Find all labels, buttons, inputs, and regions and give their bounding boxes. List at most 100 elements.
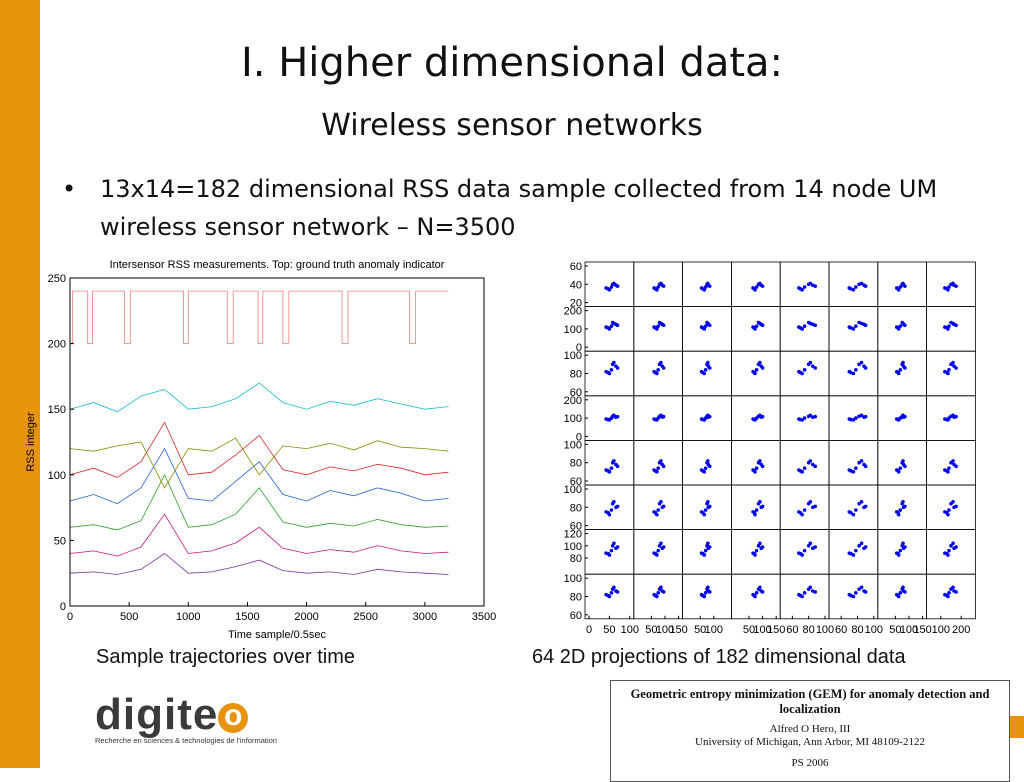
scatter-point xyxy=(951,500,955,504)
scatter-point xyxy=(661,366,666,370)
scatter-point xyxy=(851,512,856,517)
scatter-point xyxy=(849,326,853,330)
x-tick-label: 50 xyxy=(645,624,657,636)
scatter-point xyxy=(854,368,858,372)
scatter-point xyxy=(706,281,710,286)
scatter-point xyxy=(954,323,958,328)
scatter-point xyxy=(661,284,666,288)
scatter-point xyxy=(760,464,765,469)
scatter-point xyxy=(798,593,803,598)
series-line xyxy=(69,473,449,531)
panel-frame xyxy=(877,306,927,352)
scatter-point xyxy=(901,360,905,365)
scatter-point xyxy=(656,416,660,420)
scatter-point xyxy=(849,370,853,375)
x-tick-label: 3000 xyxy=(413,611,437,623)
y-tick-label: 80 xyxy=(570,502,582,514)
scatter-point xyxy=(901,541,905,546)
scatter-point xyxy=(854,416,858,420)
series-line xyxy=(69,447,449,505)
scatter-point xyxy=(703,368,708,372)
x-tick-label: 100 xyxy=(900,624,918,636)
series-line xyxy=(69,382,449,413)
scatter-point xyxy=(857,362,861,367)
scatter-point xyxy=(896,469,900,473)
scatter-point xyxy=(615,545,620,549)
scatter-point xyxy=(954,284,958,288)
scatter-point xyxy=(798,370,803,375)
panel-frame xyxy=(926,395,976,441)
scatter-point xyxy=(951,281,955,286)
scatter-point xyxy=(810,364,815,368)
scatter-point xyxy=(898,368,903,372)
scatter-point xyxy=(609,591,614,595)
panel-frame xyxy=(584,395,635,441)
scatter-point xyxy=(606,417,610,422)
scatter-point xyxy=(813,464,818,469)
y-tick-label: 60 xyxy=(570,387,582,399)
scatter-point xyxy=(703,285,708,289)
scatter-point xyxy=(808,360,813,365)
panel-frame xyxy=(779,573,830,620)
scatter-point xyxy=(703,466,708,470)
scatter-point xyxy=(901,500,905,504)
series-line xyxy=(70,290,449,344)
paper-affiliation: University of Michigan, Ann Arbor, MI 48… xyxy=(695,736,925,748)
scatter-point xyxy=(760,366,765,370)
scatter-point xyxy=(659,585,663,590)
scatter-point xyxy=(606,287,610,291)
scatter-point xyxy=(947,466,951,470)
scatter-point xyxy=(854,466,858,470)
scatter-point xyxy=(661,504,666,509)
scatter-point xyxy=(859,413,864,418)
scatter-point xyxy=(606,326,610,330)
scatter-point xyxy=(615,464,620,469)
scatter-point xyxy=(859,500,864,504)
y-tick-label: 0 xyxy=(576,431,582,443)
panel-frame xyxy=(584,529,635,575)
scatter-point xyxy=(606,551,610,556)
y-tick-label: 20 xyxy=(570,298,582,310)
scatter-point xyxy=(653,551,658,556)
scatter-point xyxy=(808,585,813,590)
scatter-point xyxy=(859,360,864,365)
scatter-point xyxy=(760,504,765,509)
scatter-point xyxy=(859,321,864,326)
scatter-point xyxy=(612,541,616,546)
scatter-point xyxy=(612,281,616,286)
y-tick-label: 100 xyxy=(564,573,582,585)
scatter-point xyxy=(760,323,765,328)
scatter-point xyxy=(653,370,658,375)
y-tick-label: 250 xyxy=(48,273,66,285)
y-tick-label: 0 xyxy=(576,342,582,354)
scatter-point xyxy=(857,460,861,465)
scatter-point xyxy=(896,287,900,291)
scatter-point xyxy=(760,590,765,594)
scatter-point xyxy=(656,508,660,512)
scatter-point xyxy=(606,469,610,473)
scatter-point xyxy=(606,510,610,515)
scatter-point xyxy=(903,504,907,509)
scatter-point xyxy=(758,321,762,326)
scatter-point xyxy=(898,508,903,512)
x-tick-label: 1500 xyxy=(235,611,259,623)
scatter-point xyxy=(752,326,757,330)
logo-letter: o xyxy=(218,701,249,733)
x-tick-label: 100 xyxy=(621,624,639,636)
scatter-point xyxy=(954,414,958,419)
scatter-point xyxy=(615,504,620,509)
scatter-point xyxy=(859,541,864,546)
y-tick-label: 60 xyxy=(570,610,582,622)
panel-frame xyxy=(926,306,976,352)
scatter-point xyxy=(706,585,710,590)
scatter-point xyxy=(945,326,949,330)
scatter-point xyxy=(951,585,955,590)
scatter-point xyxy=(752,287,757,291)
scatter-point xyxy=(849,417,853,422)
scatter-point xyxy=(798,551,803,556)
panel-frame xyxy=(779,261,830,307)
paper-author: Alfred O Hero, III xyxy=(769,723,851,735)
scatter-point xyxy=(752,370,757,375)
scatter-point xyxy=(754,466,759,470)
